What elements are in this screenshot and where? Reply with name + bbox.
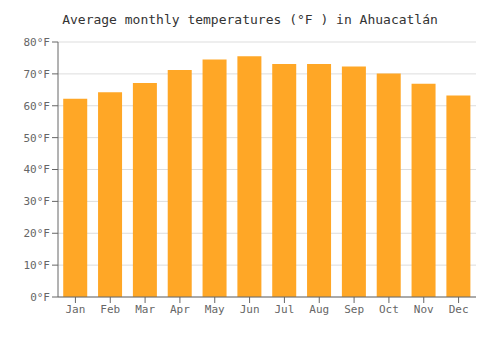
svg-text:70°F: 70°F [24, 68, 51, 81]
svg-text:10°F: 10°F [24, 259, 51, 272]
svg-text:Aug: Aug [309, 303, 329, 316]
svg-text:Oct: Oct [379, 303, 399, 316]
svg-text:Apr: Apr [170, 303, 190, 316]
svg-text:80°F: 80°F [24, 36, 51, 49]
svg-text:Jul: Jul [274, 303, 294, 316]
svg-text:Jan: Jan [65, 303, 85, 316]
svg-text:Mar: Mar [135, 303, 155, 316]
svg-text:0°F: 0°F [30, 291, 50, 304]
svg-text:30°F: 30°F [24, 195, 51, 208]
svg-text:20°F: 20°F [24, 227, 51, 240]
svg-text:50°F: 50°F [24, 132, 51, 145]
svg-text:Dec: Dec [449, 303, 469, 316]
svg-text:60°F: 60°F [24, 100, 51, 113]
svg-text:Nov: Nov [414, 303, 434, 316]
svg-text:May: May [205, 303, 225, 316]
html-text:Average monthly temperatures (: Average monthly temperatures (°F ) in Ah… [62, 12, 438, 27]
svg-text:Sep: Sep [344, 303, 364, 316]
svg-text:Jun: Jun [240, 303, 260, 316]
svg-text:Feb: Feb [100, 303, 120, 316]
svg-text:40°F: 40°F [24, 163, 51, 176]
